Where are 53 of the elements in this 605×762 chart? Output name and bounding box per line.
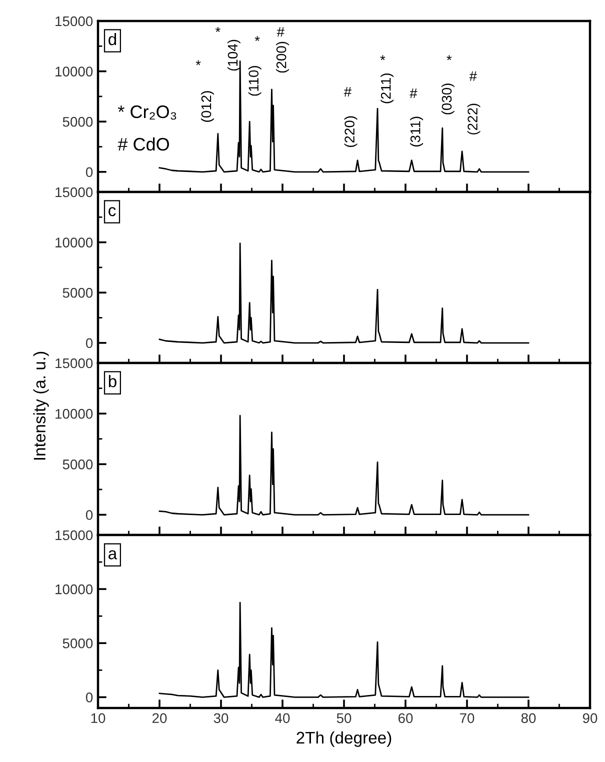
x-axis-title: 2Th (degree)	[296, 731, 392, 747]
y-tick-label: 15000	[56, 16, 93, 26]
y-tick-label: 5000	[62, 116, 93, 127]
y-tick-label: 0	[86, 338, 93, 348]
y-tick-label: 0	[86, 167, 93, 178]
annotation: #	[276, 27, 284, 37]
x-tick-label: 20	[152, 713, 167, 724]
annotation: (222)	[467, 104, 480, 134]
annotation: #	[410, 88, 418, 98]
x-tick-label: 70	[460, 713, 474, 724]
x-tick-label: 90	[582, 713, 598, 724]
annotation: * Cr₂O₃	[118, 105, 176, 120]
annotation: a	[108, 550, 118, 560]
annotation: *	[446, 55, 452, 60]
line-series	[158, 242, 530, 344]
line-series	[158, 414, 530, 516]
y-tick-label: 10000	[56, 66, 93, 76]
y-tick-label: 10000	[56, 238, 93, 248]
annotation: #	[469, 71, 477, 81]
annotation: # CdO	[118, 137, 169, 151]
y-axis-title: Intensity (a. u.)	[33, 352, 49, 460]
annotation: *	[380, 55, 386, 60]
annotation: (110)	[248, 66, 262, 96]
annotation: (030)	[441, 84, 454, 114]
y-tick-label: 15000	[56, 187, 93, 198]
y-tick-label: 5000	[62, 460, 93, 470]
y-tick-label: 5000	[62, 638, 93, 648]
x-tick-label: 10	[91, 713, 106, 724]
y-tick-label: 15000	[56, 358, 93, 368]
annotation: c	[108, 207, 116, 216]
annotation: #	[344, 87, 352, 97]
y-tick-label: 0	[86, 692, 93, 702]
x-tick-label: 30	[214, 713, 228, 724]
x-tick-label: 80	[521, 713, 536, 724]
annotation: (104)	[227, 40, 240, 71]
annotation: *	[196, 60, 201, 66]
annotation: (012)	[200, 91, 214, 122]
y-tick-label: 0	[86, 510, 93, 520]
y-tick-label: 15000	[56, 530, 93, 540]
annotation: (211)	[380, 74, 394, 104]
annotation: (200)	[276, 42, 289, 73]
annotation: (220)	[344, 116, 358, 147]
annotation: (311)	[410, 116, 424, 146]
annotation: *	[215, 27, 220, 32]
x-tick-label: 60	[398, 713, 413, 724]
y-tick-label: 10000	[56, 584, 93, 594]
annotation: b	[108, 375, 116, 388]
x-tick-label: 50	[336, 713, 352, 724]
y-tick-label: 5000	[62, 288, 93, 298]
annotation: d	[108, 32, 116, 46]
annotation: *	[254, 36, 260, 42]
y-tick-label: 10000	[56, 408, 93, 419]
x-tick-label: 40	[275, 713, 290, 724]
